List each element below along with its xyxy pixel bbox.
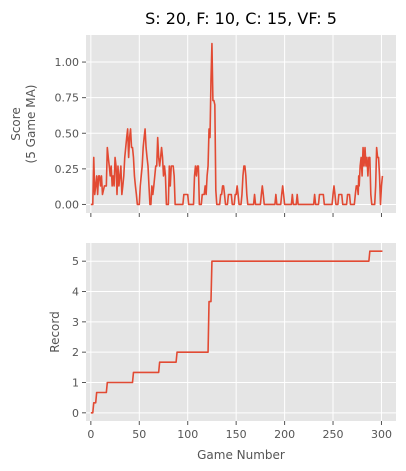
score-series-line bbox=[90, 42, 384, 206]
record-x-tick-label: 200 bbox=[274, 428, 295, 441]
score-y-axis-label-subtitle: (5 Game MA) bbox=[24, 85, 38, 164]
record-y-tick-label: 0 bbox=[72, 407, 79, 420]
record-x-tick-label: 150 bbox=[226, 428, 247, 441]
record-subplot: 0 50 100 150 200 250 300 0 1 2 3 4 5 Record Game Num… bbox=[48, 243, 396, 462]
chart-title: S: 20, F: 10, C: 15, VF: 5 bbox=[145, 9, 337, 28]
record-x-tick-label: 50 bbox=[132, 428, 146, 441]
record-y-tick-label: 2 bbox=[72, 346, 79, 359]
score-y-tick-label: 0.00 bbox=[55, 198, 80, 211]
record-x-tick-label: 250 bbox=[323, 428, 344, 441]
x-axis-label: Game Number bbox=[197, 448, 285, 462]
score-axis-ticks: 0.00 0.25 0.50 0.75 1.00 bbox=[55, 56, 382, 217]
record-series-line bbox=[90, 250, 383, 414]
record-y-tick-label: 3 bbox=[72, 316, 79, 329]
record-plot-area bbox=[86, 243, 396, 421]
score-y-tick-label: 0.25 bbox=[55, 163, 80, 176]
record-x-tick-label: 100 bbox=[177, 428, 198, 441]
score-y-tick-label: 0.50 bbox=[55, 127, 80, 140]
score-y-tick-label: 0.75 bbox=[55, 92, 80, 105]
record-series bbox=[90, 250, 383, 414]
score-subplot: 0.00 0.25 0.50 0.75 1.00 S: 20, F: 10, C: 15… bbox=[9, 9, 396, 217]
record-axis-ticks: 0 50 100 150 200 250 300 0 1 2 3 4 5 bbox=[72, 255, 392, 441]
score-plot-area bbox=[86, 35, 396, 213]
record-y-axis-label: Record bbox=[48, 311, 62, 352]
record-y-tick-label: 4 bbox=[72, 286, 79, 299]
record-y-tick-label: 1 bbox=[72, 376, 79, 389]
score-y-axis-label: Score bbox=[9, 107, 23, 141]
record-y-tick-label: 5 bbox=[72, 255, 79, 268]
record-x-tick-label: 0 bbox=[87, 428, 94, 441]
record-x-tick-label: 300 bbox=[371, 428, 392, 441]
score-y-tick-label: 1.00 bbox=[55, 56, 80, 69]
score-series bbox=[90, 42, 384, 206]
